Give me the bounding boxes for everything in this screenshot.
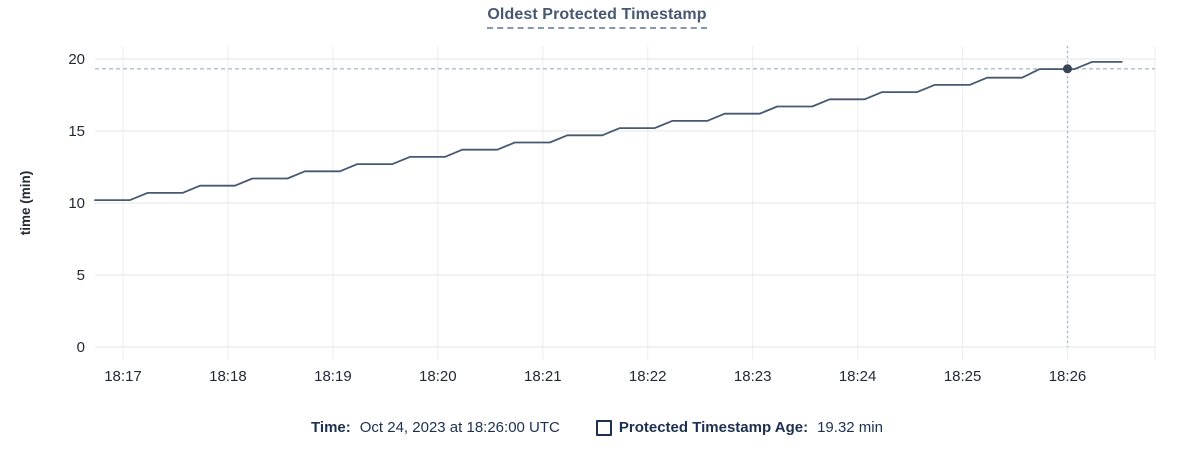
hover-point-dot [1063,64,1072,74]
x-tick-label: 18:26 [1049,368,1087,385]
x-tick-label: 18:19 [314,368,352,385]
chart-title[interactable]: Oldest Protected Timestamp [487,6,707,29]
x-tick-label: 18:21 [524,368,562,385]
y-tick-label: 10 [68,195,85,212]
y-tick-label: 0 [77,339,85,356]
chart-title-row: Oldest Protected Timestamp [0,6,1194,29]
x-tick-label: 18:20 [419,368,457,385]
x-tick-label: 18:22 [629,368,667,385]
y-axis-title: time (min) [18,171,33,236]
legend-time-label: Time: [311,419,351,436]
y-tick-label: 5 [77,267,85,284]
series-line-protected-timestamp-age [94,61,1123,202]
y-tick-label: 20 [68,51,85,68]
legend-series-label: Protected Timestamp Age: [618,419,809,436]
y-tick-label: 15 [68,123,85,140]
legend-series-value: 19.32 min [817,419,883,436]
x-tick-label: 18:23 [734,368,772,385]
chart-legend: Time: Oct 24, 2023 at 18:26:00 UTC Prote… [0,419,1194,436]
x-tick-label: 18:18 [209,368,247,385]
x-tick-label: 18:24 [839,368,877,385]
legend-time-value: Oct 24, 2023 at 18:26:00 UTC [359,419,560,436]
x-tick-label: 18:17 [104,368,142,385]
x-tick-label: 18:25 [944,368,982,385]
series-checkbox-icon [595,419,612,436]
line-chart[interactable]: 18:17 18:18 18:19 18:20 18:21 18:22 18:23 18:24… [0,0,1194,402]
legend-series-item[interactable]: Protected Timestamp Age: 19.32 min [595,419,883,436]
